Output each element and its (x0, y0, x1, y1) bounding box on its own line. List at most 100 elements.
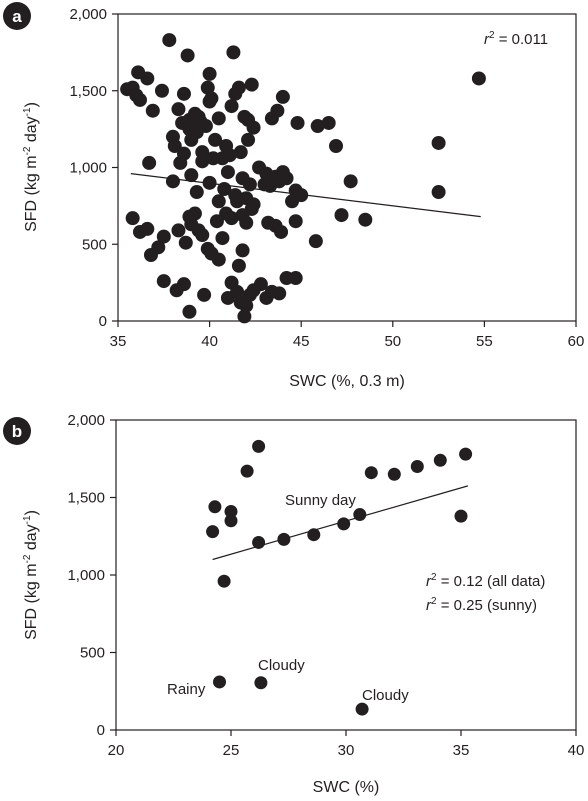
data-point (321, 115, 336, 130)
panel-a-points (120, 33, 486, 324)
data-point (171, 102, 186, 117)
data-point (246, 120, 261, 135)
data-point (364, 466, 378, 480)
panel-b-ylabel: SFD (kg m-2 day-1) (22, 510, 40, 640)
panel-b-points (206, 439, 473, 716)
data-point (220, 165, 235, 180)
x-tick-label: 35 (110, 333, 127, 350)
x-tick-label: 25 (223, 742, 240, 759)
x-tick-label: 55 (476, 333, 493, 350)
data-point (308, 234, 323, 249)
data-point (459, 447, 473, 461)
data-point (239, 298, 254, 313)
data-point (211, 111, 226, 126)
data-point (387, 467, 401, 481)
data-point (129, 88, 144, 103)
data-point (337, 517, 351, 531)
data-point (433, 453, 447, 467)
data-point (208, 500, 222, 514)
panel-b-ticks (110, 419, 577, 736)
data-point (270, 103, 285, 118)
data-point (288, 214, 303, 229)
data-point (195, 228, 210, 243)
data-point (197, 287, 212, 302)
y-tick-label: 1,000 (67, 567, 105, 584)
data-point (222, 148, 237, 163)
x-tick-label: 30 (338, 742, 355, 759)
data-point (209, 214, 224, 229)
panel-a-xlabel: SWC (%, 0.3 m) (289, 373, 405, 390)
x-tick-label: 35 (453, 742, 470, 759)
data-point (224, 504, 238, 518)
data-point (294, 188, 309, 203)
panel-b-badge-label: b (12, 422, 22, 441)
panel-a-ylabel: SFD (kg m-2 day-1) (22, 102, 40, 232)
data-point (224, 99, 239, 114)
data-point (204, 91, 219, 106)
data-point (125, 211, 140, 226)
data-point (244, 77, 259, 92)
data-point (182, 304, 197, 319)
data-point (187, 206, 202, 221)
data-point (217, 574, 231, 588)
data-point (151, 240, 166, 255)
data-point (211, 194, 226, 209)
data-point (252, 535, 266, 549)
data-point (195, 154, 210, 169)
y-tick-label: 500 (80, 645, 105, 662)
data-point (290, 115, 305, 130)
y-tick-label: 1,500 (67, 490, 105, 507)
label-sunny-day: Sunny day (285, 492, 356, 509)
y-tick-label: 2,000 (69, 6, 107, 23)
data-point (140, 71, 155, 86)
y-tick-label: 1,500 (69, 83, 107, 100)
data-point (224, 211, 239, 226)
data-point (233, 145, 248, 160)
data-point (279, 171, 294, 186)
data-point (239, 215, 254, 230)
data-point (253, 277, 268, 292)
data-point (288, 271, 303, 286)
data-point (167, 139, 182, 154)
panel-a-ticks (112, 13, 577, 327)
data-point (431, 185, 446, 200)
data-point (202, 175, 217, 190)
data-point (162, 33, 177, 48)
data-point (329, 139, 344, 154)
data-point (189, 185, 204, 200)
data-point (275, 89, 290, 104)
data-point (274, 224, 289, 239)
data-point (410, 460, 424, 473)
panel-a-badge (3, 2, 31, 30)
data-point (226, 45, 241, 60)
data-point (355, 702, 369, 716)
panel-a-r2-annotation: r2 = 0.011 (484, 30, 548, 48)
label-rainy: Rainy (167, 681, 206, 698)
data-point (471, 71, 486, 86)
data-point (231, 80, 246, 95)
y-tick-label: 1,000 (69, 160, 107, 177)
data-point (140, 221, 155, 236)
data-point (237, 309, 252, 324)
data-point (178, 235, 193, 250)
data-point (240, 464, 254, 478)
panel-b-xlabel: SWC (%) (313, 779, 380, 796)
data-point (176, 146, 191, 161)
label-cloudy-1: Cloudy (258, 657, 305, 674)
data-point (242, 177, 257, 192)
data-point (180, 48, 195, 63)
data-point (230, 284, 245, 299)
panel-b-badge (3, 417, 31, 445)
data-point (176, 277, 191, 292)
x-tick-label: 50 (384, 333, 401, 350)
label-cloudy-2: Cloudy (362, 687, 409, 704)
data-point (165, 174, 180, 189)
x-tick-label: 40 (201, 333, 218, 350)
data-point (307, 528, 321, 542)
data-point (334, 208, 349, 223)
data-point (353, 508, 367, 522)
data-point (213, 675, 226, 689)
panel-a: a 35 40 45 50 55 60 0 500 1,000 1,500 2,000 SWC (%… (3, 2, 584, 390)
